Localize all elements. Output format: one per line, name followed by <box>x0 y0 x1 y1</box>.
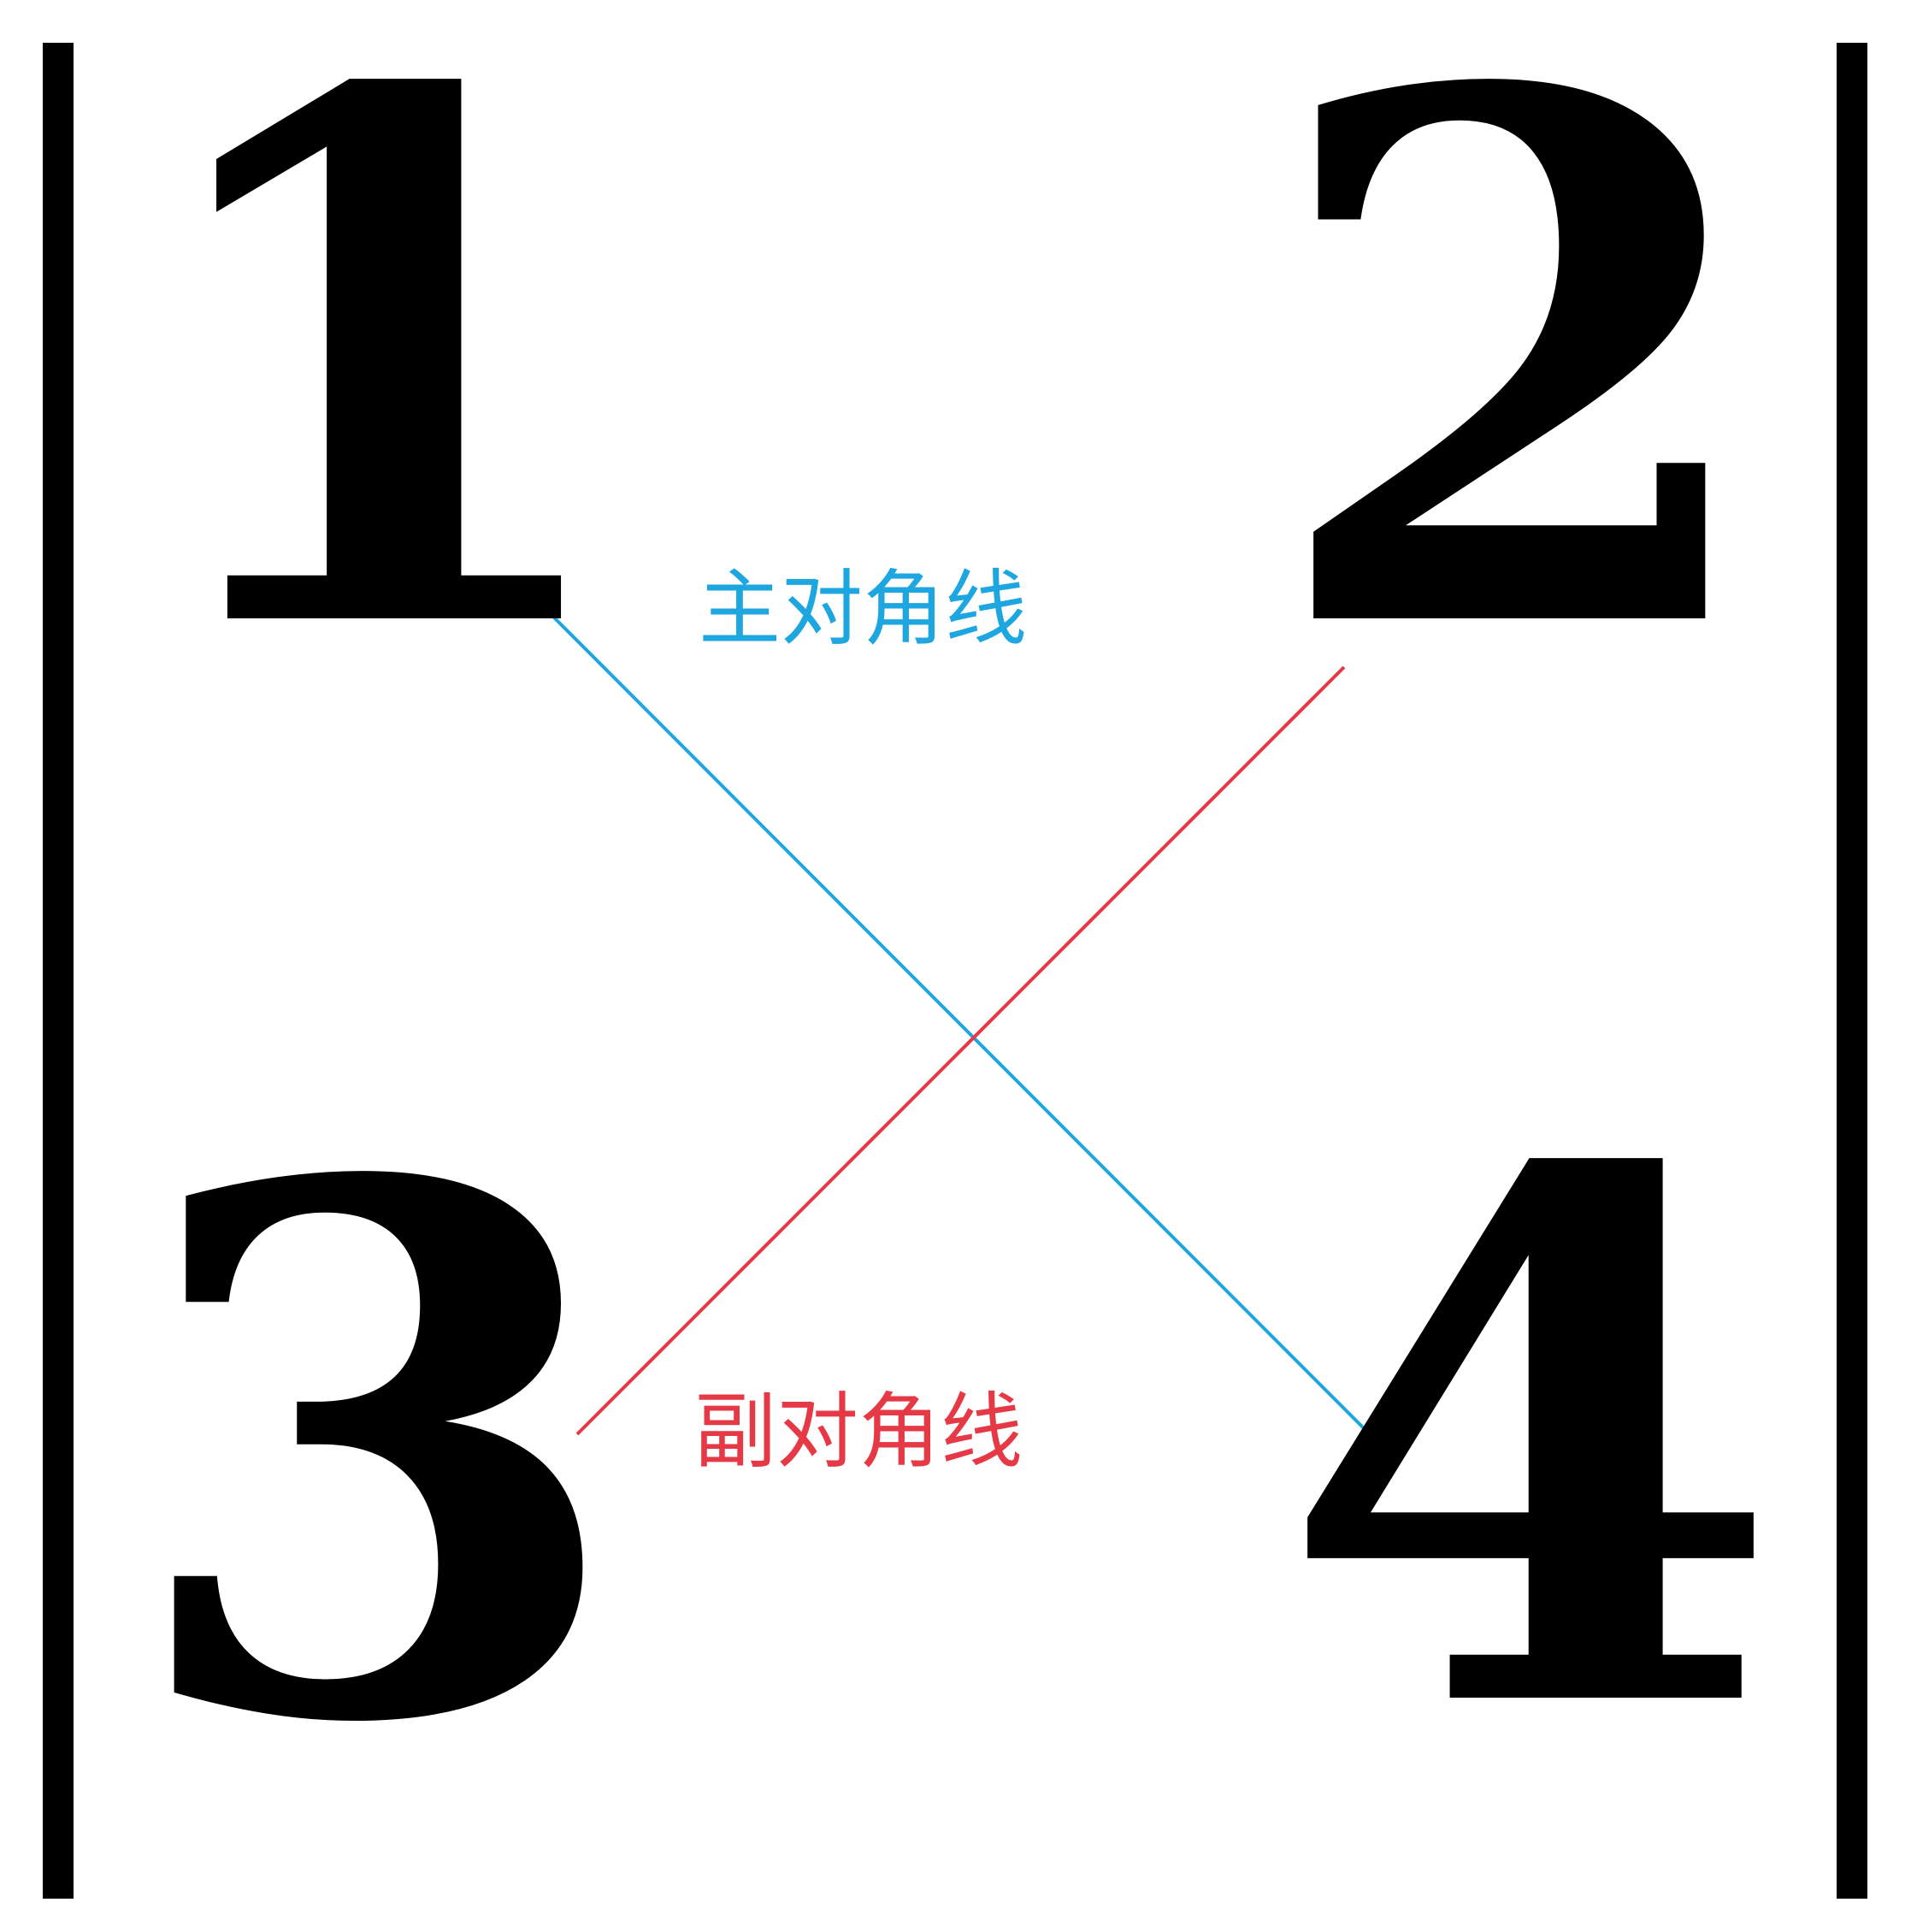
anti-diagonal-line <box>575 665 1346 1436</box>
main-diagonal-label: 主对角线 <box>699 561 1027 657</box>
left-determinant-bar <box>43 43 74 1899</box>
main-diagonal-line <box>518 582 1370 1434</box>
matrix-entry-1: 1 <box>127 0 633 790</box>
matrix-entry-2: 2 <box>1265 0 1770 790</box>
right-determinant-bar <box>1837 43 1867 1899</box>
anti-diagonal-label: 副对角线 <box>694 1384 1023 1480</box>
matrix-entry-3: 3 <box>123 1029 628 1882</box>
matrix-entry-4: 4 <box>1277 1016 1783 1870</box>
